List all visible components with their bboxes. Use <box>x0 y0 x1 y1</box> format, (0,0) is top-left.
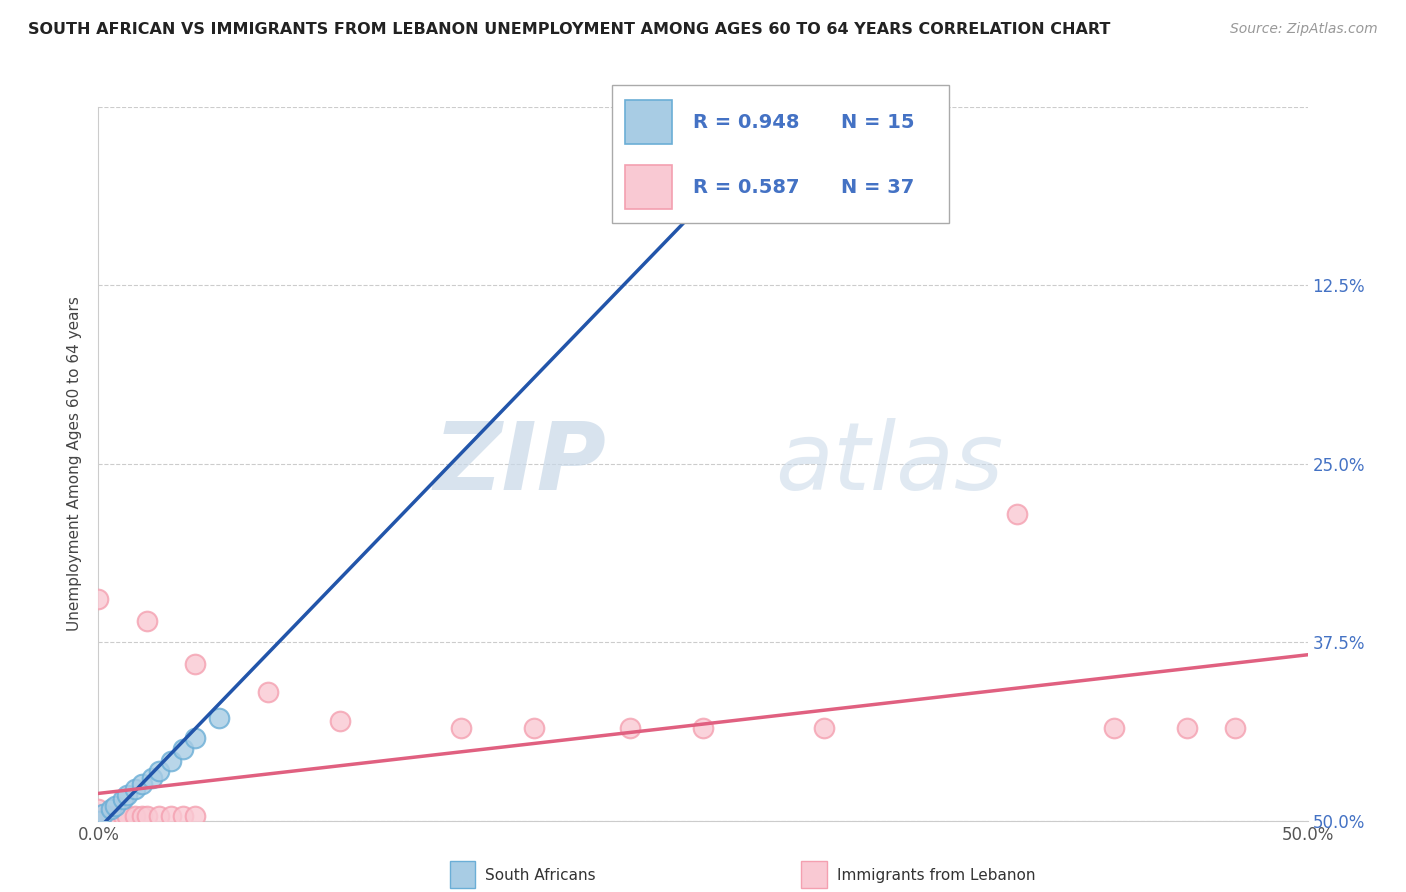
Point <box>1007 507 1029 521</box>
Point <box>100 802 122 816</box>
Point <box>160 809 183 823</box>
Point <box>172 809 194 823</box>
Point <box>111 792 134 806</box>
Text: N = 37: N = 37 <box>841 178 914 196</box>
Point <box>104 799 127 814</box>
Point <box>1223 721 1246 735</box>
Point <box>100 814 122 828</box>
Point <box>87 592 110 607</box>
Point <box>104 811 127 825</box>
Y-axis label: Unemployment Among Ages 60 to 64 years: Unemployment Among Ages 60 to 64 years <box>67 296 83 632</box>
Point <box>172 742 194 756</box>
Point <box>619 721 641 735</box>
Text: N = 15: N = 15 <box>841 112 914 132</box>
Text: Source: ZipAtlas.com: Source: ZipAtlas.com <box>1230 22 1378 37</box>
FancyBboxPatch shape <box>612 85 949 223</box>
Point <box>329 714 352 728</box>
Point <box>87 814 110 828</box>
Point <box>160 754 183 768</box>
Point <box>100 809 122 823</box>
Point <box>135 809 157 823</box>
Point <box>135 614 157 628</box>
Point <box>111 809 134 823</box>
Text: South Africans: South Africans <box>485 869 596 883</box>
Point <box>131 776 153 790</box>
Point <box>450 721 472 735</box>
Point <box>91 814 114 828</box>
Point <box>94 814 117 828</box>
Point <box>87 814 110 828</box>
Point <box>124 809 146 823</box>
Point <box>90 814 112 828</box>
Point <box>107 814 129 828</box>
Text: ZIP: ZIP <box>433 417 606 510</box>
Point <box>87 806 110 821</box>
Text: atlas: atlas <box>776 418 1004 509</box>
Point <box>141 771 163 785</box>
Text: R = 0.948: R = 0.948 <box>693 112 799 132</box>
Point <box>87 814 110 828</box>
Point <box>117 809 139 823</box>
FancyBboxPatch shape <box>626 165 672 210</box>
Text: Immigrants from Lebanon: Immigrants from Lebanon <box>837 869 1035 883</box>
Point <box>1175 721 1198 735</box>
Text: SOUTH AFRICAN VS IMMIGRANTS FROM LEBANON UNEMPLOYMENT AMONG AGES 60 TO 64 YEARS : SOUTH AFRICAN VS IMMIGRANTS FROM LEBANON… <box>28 22 1111 37</box>
Point <box>87 814 110 828</box>
FancyBboxPatch shape <box>626 100 672 145</box>
Point <box>184 731 207 745</box>
Point <box>184 809 207 823</box>
Text: R = 0.587: R = 0.587 <box>693 178 799 196</box>
Point <box>148 809 170 823</box>
Point <box>208 711 231 725</box>
Point <box>124 782 146 797</box>
Point <box>1102 721 1125 735</box>
Point <box>87 814 110 828</box>
Point <box>117 788 139 802</box>
Point <box>740 140 762 154</box>
Point <box>91 806 114 821</box>
Point <box>184 657 207 671</box>
Point <box>148 764 170 778</box>
Point <box>97 814 120 828</box>
Point <box>256 685 278 699</box>
Point <box>131 809 153 823</box>
Point <box>523 721 546 735</box>
Point <box>692 721 714 735</box>
Point <box>813 721 835 735</box>
Point <box>87 802 110 816</box>
